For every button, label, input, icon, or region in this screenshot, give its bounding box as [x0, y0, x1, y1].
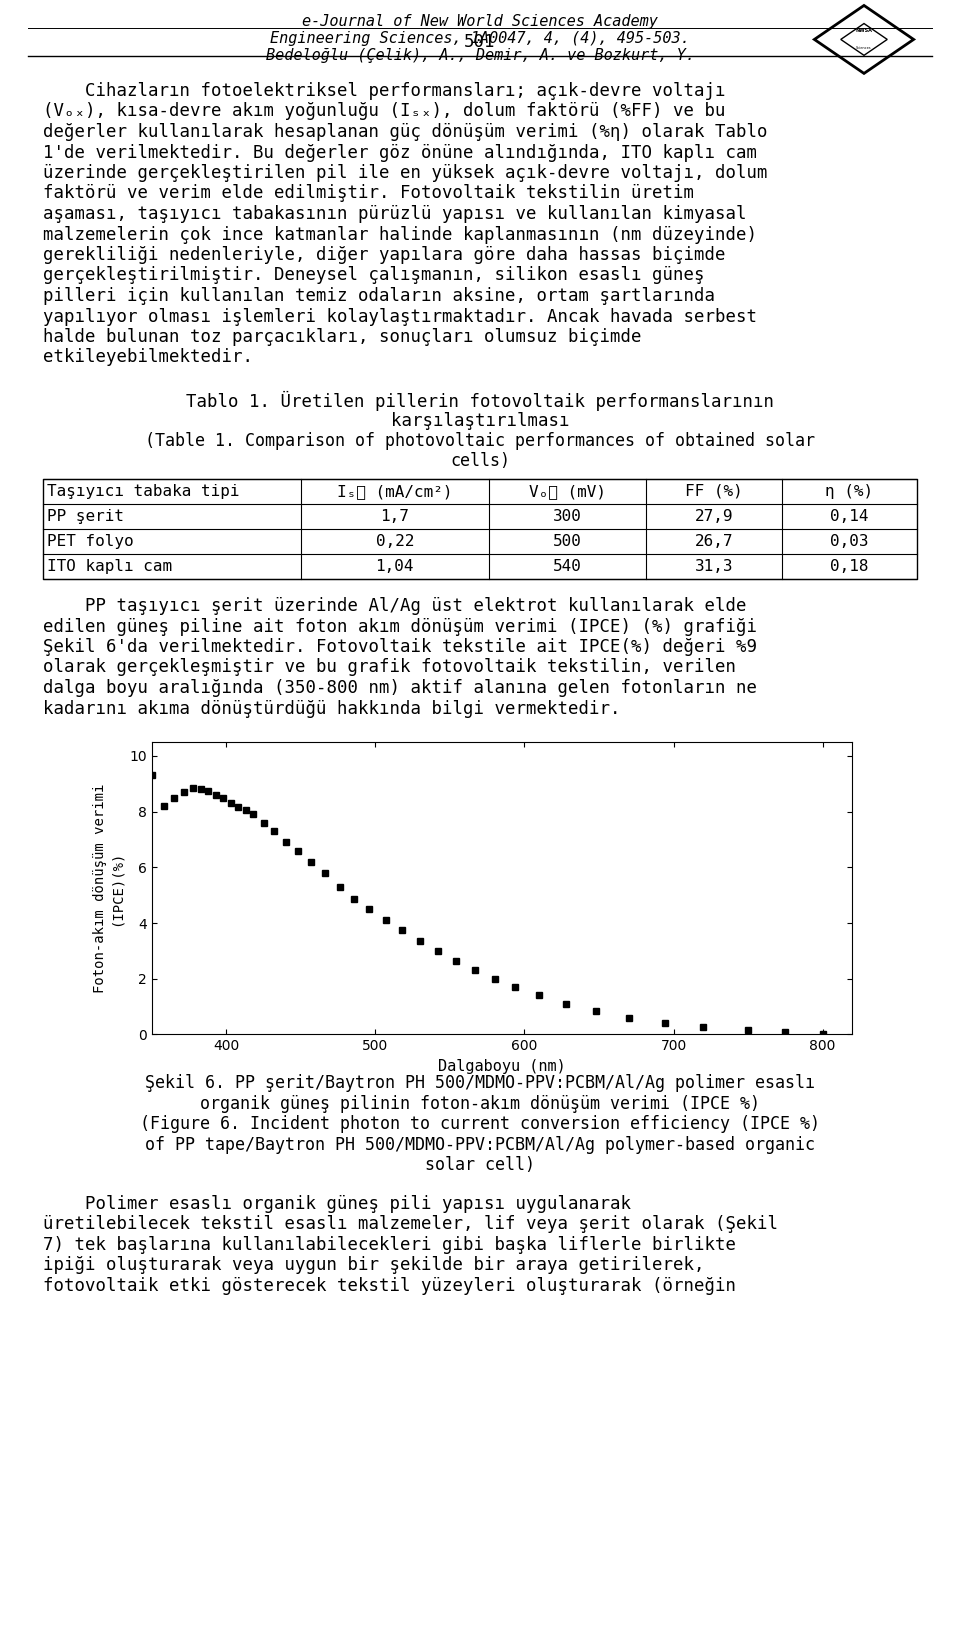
Text: üzerinde gerçekleştirilen pil ile en yüksek açık-devre voltajı, dolum: üzerinde gerçekleştirilen pil ile en yük… — [43, 164, 767, 182]
Text: 501: 501 — [465, 33, 495, 51]
Text: ipiği oluşturarak veya uygun bir şekilde bir araya getirilerek,: ipiği oluşturarak veya uygun bir şekilde… — [43, 1257, 705, 1275]
Text: Engineering Sciences, 1A0047, 4, (4), 495-503.: Engineering Sciences, 1A0047, 4, (4), 49… — [270, 31, 690, 46]
Text: Iₛ⁣ (mA/cm²): Iₛ⁣ (mA/cm²) — [337, 485, 452, 499]
Text: değerler kullanılarak hesaplanan güç dönüşüm verimi (%η) olarak Tablo: değerler kullanılarak hesaplanan güç dön… — [43, 123, 767, 141]
Text: of PP tape/Baytron PH 500/MDMO-PPV:PCBM/Al/Ag polymer-based organic: of PP tape/Baytron PH 500/MDMO-PPV:PCBM/… — [145, 1135, 815, 1153]
Text: gerçekleştirilmiştir. Deneysel çalışmanın, silikon esaslı güneş: gerçekleştirilmiştir. Deneysel çalışmanı… — [43, 266, 705, 284]
Text: 0,03: 0,03 — [830, 534, 869, 549]
Text: 1,7: 1,7 — [380, 509, 409, 524]
Text: FF (%): FF (%) — [684, 485, 743, 499]
Text: e-Journal of New World Sciences Academy: e-Journal of New World Sciences Academy — [302, 15, 658, 30]
Text: Sciences: Sciences — [856, 46, 872, 49]
Text: malzemelerin çok ince katmanlar halinde kaplanmasının (nm düzeyinde): malzemelerin çok ince katmanlar halinde … — [43, 225, 757, 243]
Text: 1,04: 1,04 — [375, 559, 414, 573]
Text: kadarını akıma dönüştürdüğü hakkında bilgi vermektedir.: kadarını akıma dönüştürdüğü hakkında bil… — [43, 700, 620, 718]
Text: (Figure 6. Incident photon to current conversion efficiency (IPCE %): (Figure 6. Incident photon to current co… — [140, 1116, 820, 1134]
Text: organik güneş pilinin foton-akım dönüşüm verimi (IPCE %): organik güneş pilinin foton-akım dönüşüm… — [200, 1094, 760, 1112]
Text: 7) tek başlarına kullanılabilecekleri gibi başka liflerle birlikte: 7) tek başlarına kullanılabilecekleri gi… — [43, 1236, 736, 1254]
Text: (Vₒₓ), kısa-devre akım yoğunluğu (Iₛₓ), dolum faktörü (%FF) ve bu: (Vₒₓ), kısa-devre akım yoğunluğu (Iₛₓ), … — [43, 102, 726, 120]
X-axis label: Dalgaboyu (nm): Dalgaboyu (nm) — [438, 1058, 566, 1075]
Text: η (%): η (%) — [826, 485, 874, 499]
Text: halde bulunan toz parçacıkları, sonuçları olumsuz biçimde: halde bulunan toz parçacıkları, sonuçlar… — [43, 329, 641, 347]
Text: karşılaştırılması: karşılaştırılması — [391, 411, 569, 429]
Text: (Table 1. Comparison of photovoltaic performances of obtained solar: (Table 1. Comparison of photovoltaic per… — [145, 432, 815, 450]
Text: aşaması, taşıyıcı tabakasının pürüzlü yapısı ve kullanılan kimyasal: aşaması, taşıyıcı tabakasının pürüzlü ya… — [43, 205, 747, 223]
Text: faktörü ve verim elde edilmiştir. Fotovoltaik tekstilin üretim: faktörü ve verim elde edilmiştir. Fotovo… — [43, 184, 694, 202]
Text: pilleri için kullanılan temiz odaların aksine, ortam şartlarında: pilleri için kullanılan temiz odaların a… — [43, 288, 715, 306]
Text: Taşıyıcı tabaka tipi: Taşıyıcı tabaka tipi — [47, 485, 239, 499]
Text: 0,18: 0,18 — [830, 559, 869, 573]
Text: Şekil 6. PP şerit/Baytron PH 500/MDMO-PPV:PCBM/Al/Ag polimer esaslı: Şekil 6. PP şerit/Baytron PH 500/MDMO-PP… — [145, 1075, 815, 1093]
Text: 300: 300 — [553, 509, 582, 524]
Text: 26,7: 26,7 — [694, 534, 733, 549]
Text: 0,14: 0,14 — [830, 509, 869, 524]
Text: Polimer esaslı organik güneş pili yapısı uygulanarak: Polimer esaslı organik güneş pili yapısı… — [43, 1194, 631, 1213]
Text: 540: 540 — [553, 559, 582, 573]
Text: 0,22: 0,22 — [375, 534, 414, 549]
Text: Vₒ⁣ (mV): Vₒ⁣ (mV) — [529, 485, 606, 499]
Text: ITO kaplı cam: ITO kaplı cam — [47, 559, 172, 573]
Text: PP şerit: PP şerit — [47, 509, 124, 524]
Text: Şekil 6'da verilmektedir. Fotovoltaik tekstile ait IPCE(%) değeri %9: Şekil 6'da verilmektedir. Fotovoltaik te… — [43, 637, 757, 656]
Text: üretilebilecek tekstil esaslı malzemeler, lif veya şerit olarak (Şekil: üretilebilecek tekstil esaslı malzemeler… — [43, 1216, 778, 1234]
Text: gerekliliği nedenleriyle, diğer yapılara göre daha hassas biçimde: gerekliliği nedenleriyle, diğer yapılara… — [43, 246, 726, 265]
Text: edilen güneş piline ait foton akım dönüşüm verimi (IPCE) (%) grafiği: edilen güneş piline ait foton akım dönüş… — [43, 618, 757, 636]
Text: dalga boyu aralığında (350-800 nm) aktif alanına gelen fotonların ne: dalga boyu aralığında (350-800 nm) aktif… — [43, 679, 757, 697]
Text: yapılıyor olması işlemleri kolaylaştırmaktadır. Ancak havada serbest: yapılıyor olması işlemleri kolaylaştırma… — [43, 307, 757, 325]
Bar — [43, 480, 917, 578]
Text: solar cell): solar cell) — [425, 1157, 535, 1175]
Text: PP taşıyıcı şerit üzerinde Al/Ag üst elektrot kullanılarak elde: PP taşıyıcı şerit üzerinde Al/Ag üst ele… — [43, 596, 747, 614]
Text: olarak gerçekleşmiştir ve bu grafik fotovoltaik tekstilin, verilen: olarak gerçekleşmiştir ve bu grafik foto… — [43, 659, 736, 677]
Text: Cihazların fotoelektriksel performansları; açık-devre voltajı: Cihazların fotoelektriksel performanslar… — [43, 82, 726, 100]
Y-axis label: Foton-akım dönüşüm verimi
(IPCE)(%): Foton-akım dönüşüm verimi (IPCE)(%) — [93, 784, 124, 992]
Text: Tablo 1. Üretilen pillerin fotovoltaik performanslarının: Tablo 1. Üretilen pillerin fotovoltaik p… — [186, 391, 774, 411]
Text: etkileyebilmektedir.: etkileyebilmektedir. — [43, 348, 253, 366]
Text: cells): cells) — [450, 452, 510, 470]
Text: 27,9: 27,9 — [694, 509, 733, 524]
Text: fotovoltaik etki gösterecek tekstil yüzeyleri oluşturarak (örneğin: fotovoltaik etki gösterecek tekstil yüze… — [43, 1277, 736, 1295]
Text: 1'de verilmektedir. Bu değerler göz önüne alındığında, ITO kaplı cam: 1'de verilmektedir. Bu değerler göz önün… — [43, 143, 757, 161]
Text: 31,3: 31,3 — [694, 559, 733, 573]
Text: NWSA: NWSA — [855, 28, 873, 33]
Text: PET folyo: PET folyo — [47, 534, 133, 549]
Text: Bedeloğlu (Çelik), A., Demir, A. ve Bozkurt, Y.: Bedeloğlu (Çelik), A., Demir, A. ve Bozk… — [266, 48, 694, 62]
Text: 500: 500 — [553, 534, 582, 549]
